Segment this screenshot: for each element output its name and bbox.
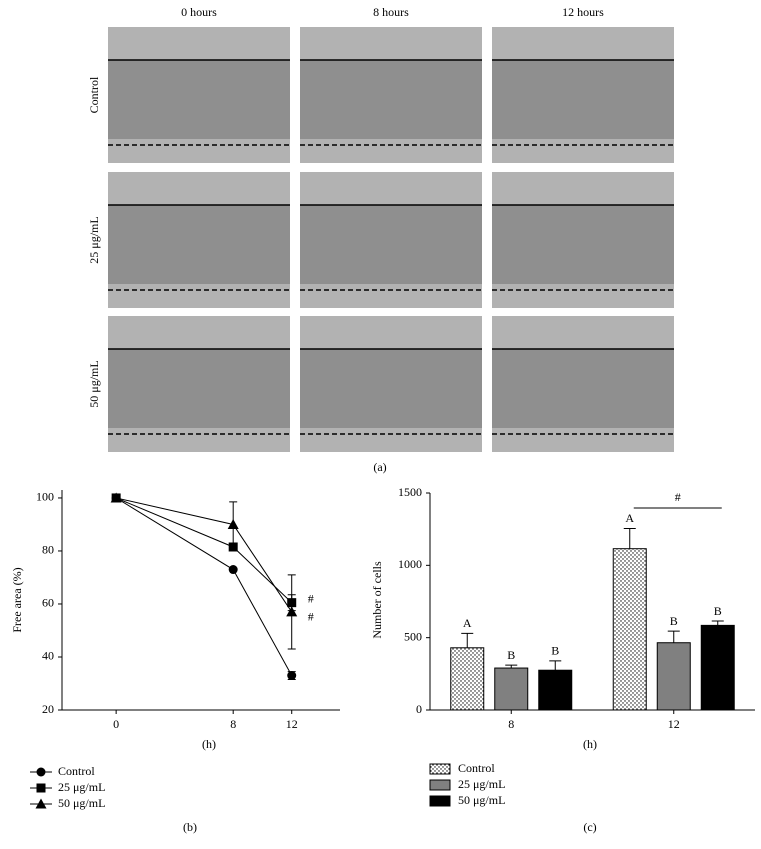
y-tick-label: 80 <box>42 543 54 557</box>
cell-layer <box>492 172 674 205</box>
caption: (b) <box>183 820 197 834</box>
bar <box>538 669 573 711</box>
legend-label: Control <box>458 761 495 775</box>
error-bar <box>667 630 680 643</box>
y-tick-label: 1000 <box>398 557 422 571</box>
y-tick-label: 60 <box>42 596 54 610</box>
x-tick-label: 0 <box>113 717 119 731</box>
row-label: 50 μg/mL <box>87 360 101 407</box>
group-letter: B <box>551 644 559 658</box>
column-header: 12 hours <box>562 5 604 19</box>
cell-layer <box>300 428 482 452</box>
series-line <box>116 497 293 613</box>
cell-layer <box>108 284 290 308</box>
legend-label: 25 μg/mL <box>58 780 105 794</box>
cell-layer <box>108 172 290 205</box>
group-letter: B <box>714 604 722 618</box>
group-letter: A <box>463 616 472 630</box>
legend-label: 50 μg/mL <box>458 793 505 807</box>
column-header: 8 hours <box>373 5 409 19</box>
marker <box>287 671 297 681</box>
group-letter: B <box>507 648 515 662</box>
column-header: 0 hours <box>181 5 217 19</box>
marker <box>110 492 122 503</box>
x-tick-label: 12 <box>668 717 680 731</box>
legend-marker <box>36 783 46 793</box>
x-axis-label: (h) <box>202 737 216 751</box>
legend-swatch <box>429 779 451 791</box>
group-letter: A <box>625 511 634 525</box>
cell-layer <box>108 428 290 452</box>
cell-layer <box>300 139 482 163</box>
caption: (c) <box>583 820 596 834</box>
cell-layer <box>300 27 482 60</box>
error-bar <box>711 620 724 626</box>
cell-layer <box>492 316 674 349</box>
y-tick-label: 0 <box>416 702 422 716</box>
error-bar <box>549 660 562 671</box>
x-tick-label: 12 <box>286 717 298 731</box>
group-letter: B <box>670 614 678 628</box>
marker <box>228 565 238 575</box>
error-bar <box>623 527 636 549</box>
y-tick-label: 40 <box>42 649 54 663</box>
y-tick-label: 20 <box>42 702 54 716</box>
cell-layer <box>300 284 482 308</box>
series-line <box>115 497 293 676</box>
y-tick-label: 100 <box>36 490 54 504</box>
cell-layer <box>492 27 674 60</box>
x-tick-label: 8 <box>508 717 514 731</box>
y-axis-label: Free area (%) <box>10 567 24 632</box>
cell-layer <box>300 316 482 349</box>
marker <box>227 518 239 529</box>
legend-label: Control <box>58 764 95 778</box>
cell-layer <box>108 139 290 163</box>
cell-layer <box>492 428 674 452</box>
significance-label: # <box>675 490 681 504</box>
row-label: 25 μg/mL <box>87 216 101 263</box>
error-bar <box>461 632 474 648</box>
y-tick-label: 500 <box>404 629 422 643</box>
legend-swatch <box>429 795 451 807</box>
y-tick-label: 1500 <box>398 485 422 499</box>
cell-layer <box>108 27 290 60</box>
significance-label: # <box>308 610 314 624</box>
legend-marker <box>35 798 47 809</box>
bar <box>494 667 529 711</box>
legend-marker <box>36 767 46 777</box>
legend-label: 50 μg/mL <box>58 796 105 810</box>
legend-label: 25 μg/mL <box>458 777 505 791</box>
cell-layer <box>492 284 674 308</box>
x-tick-label: 8 <box>230 717 236 731</box>
bar <box>612 548 647 711</box>
cell-layer <box>108 316 290 349</box>
x-axis-label: (h) <box>583 737 597 751</box>
bar <box>656 642 691 711</box>
y-axis-label: Number of cells <box>370 561 384 639</box>
marker <box>286 606 298 617</box>
bar <box>700 624 735 711</box>
legend-swatch <box>429 763 451 775</box>
significance-label: # <box>308 591 314 605</box>
cell-layer <box>300 172 482 205</box>
row-label: Control <box>87 76 101 113</box>
bar <box>450 647 485 711</box>
cell-layer <box>492 139 674 163</box>
caption: (a) <box>373 460 386 474</box>
